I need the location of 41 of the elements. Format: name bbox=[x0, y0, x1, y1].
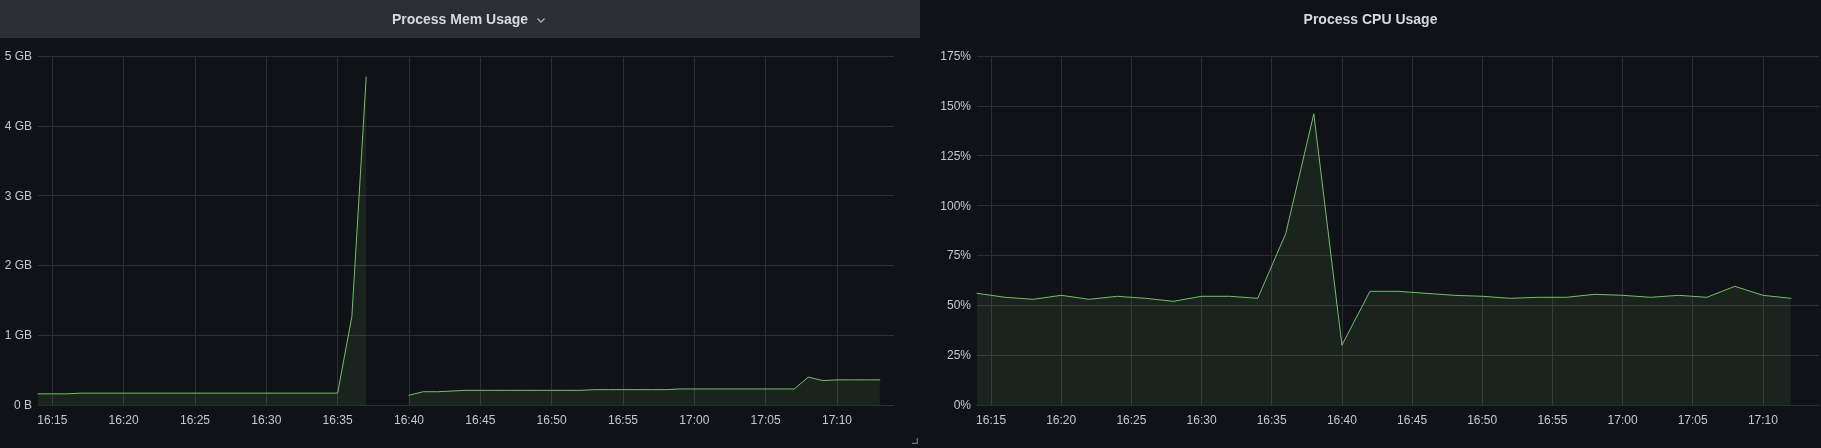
y-tick-label: 125% bbox=[940, 148, 972, 163]
x-tick-label: 17:05 bbox=[1677, 413, 1709, 427]
x-tick-label: 16:35 bbox=[322, 413, 353, 427]
y-tick-label: 75% bbox=[946, 248, 972, 263]
x-tick-label: 16:20 bbox=[1046, 413, 1077, 427]
x-tick-label: 17:10 bbox=[821, 413, 853, 427]
x-tick-label: 16:50 bbox=[1467, 413, 1498, 427]
y-tick-label: 5 GB bbox=[4, 49, 32, 63]
x-tick-label: 16:50 bbox=[536, 413, 567, 427]
y-tick-label: 150% bbox=[940, 98, 972, 113]
x-tick-label: 16:45 bbox=[465, 413, 496, 427]
x-tick-label: 16:55 bbox=[607, 413, 639, 427]
header-bar: Process Mem Usage bbox=[0, 0, 920, 38]
y-tick-label: 100% bbox=[940, 198, 972, 213]
y-tick-label: 175% bbox=[940, 49, 972, 63]
y-tick-label: 4 GB bbox=[4, 118, 32, 133]
x-tick-label: 16:30 bbox=[1186, 413, 1217, 427]
chart-title: Process CPU Usage bbox=[1303, 10, 1438, 28]
x-tick-label: 16:15 bbox=[976, 413, 1007, 427]
y-tick-label: 1 GB bbox=[4, 328, 32, 343]
y-tick-label: 3 GB bbox=[4, 188, 32, 203]
y-tick-label: 25% bbox=[946, 348, 972, 363]
x-tick-label: 16:40 bbox=[1326, 413, 1358, 427]
x-tick-label: 16:45 bbox=[1397, 413, 1428, 427]
x-tick-label: 17:05 bbox=[750, 413, 781, 427]
x-tick-label: 16:40 bbox=[393, 413, 425, 427]
x-tick-label: 16:25 bbox=[1116, 413, 1147, 427]
x-tick-label: 16:55 bbox=[1537, 413, 1568, 427]
y-tick-label: 0% bbox=[953, 398, 972, 412]
y-tick-label: 50% bbox=[946, 298, 972, 313]
x-tick-label: 16:20 bbox=[108, 413, 139, 427]
x-tick-label: 16:25 bbox=[179, 413, 211, 427]
x-tick-label: 17:00 bbox=[679, 413, 710, 427]
y-tick-label: 2 GB bbox=[4, 258, 32, 273]
x-tick-label: 17:00 bbox=[1607, 413, 1638, 427]
x-tick-label: 17:10 bbox=[1747, 413, 1779, 427]
x-tick-label: 16:30 bbox=[251, 413, 282, 427]
x-tick-label: 16:35 bbox=[1256, 413, 1288, 427]
chart-title: Process Mem Usage bbox=[391, 10, 529, 28]
x-tick-label: 16:15 bbox=[37, 413, 68, 427]
y-tick-label: 0 B bbox=[13, 398, 32, 412]
